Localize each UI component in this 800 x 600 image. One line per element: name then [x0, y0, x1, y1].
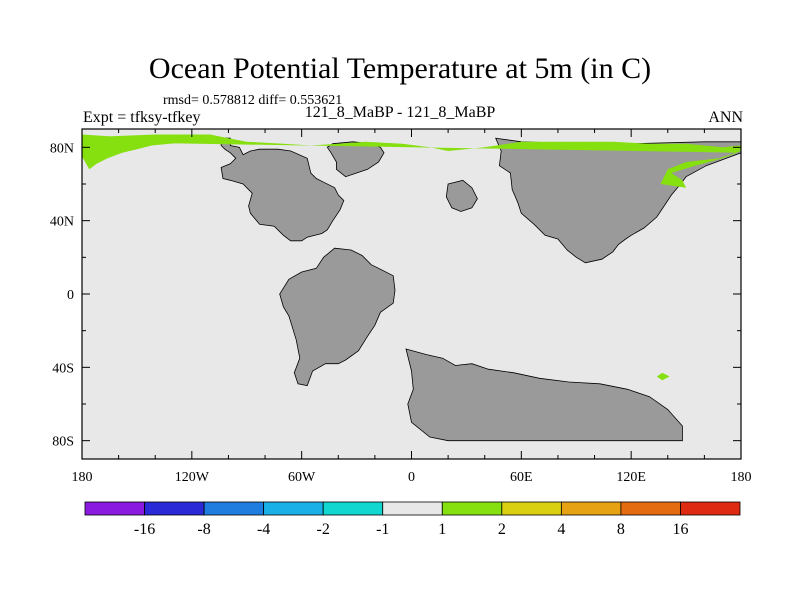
warm-anomaly-layer — [82, 134, 741, 381]
colorbar-box — [501, 501, 562, 516]
colorbar-box — [680, 501, 741, 516]
colorbar-box — [263, 501, 324, 516]
y-tick-label: 40N — [50, 215, 74, 230]
warm-band-west — [82, 134, 192, 170]
colorbar: -16 -8 -4 -2 -1 1 2 4 8 16 — [84, 501, 741, 538]
land-greenland — [326, 141, 385, 178]
land-europe-island — [445, 179, 478, 212]
experiment-label: Expt = tfksy-tfkey — [83, 109, 201, 126]
colorbar-label: -2 — [317, 521, 330, 538]
land-south-america — [279, 247, 396, 387]
colorbar-label: 1 — [438, 521, 446, 538]
y-tick-label: 80S — [52, 435, 74, 450]
y-tick-label: 0 — [67, 288, 74, 303]
colorbar-label: -1 — [376, 521, 389, 538]
colorbar-label: -16 — [134, 521, 155, 538]
colorbar-box — [84, 501, 145, 516]
x-tick-label: 180 — [731, 470, 752, 485]
colorbar-label: 2 — [498, 521, 506, 538]
x-tick-label: 120E — [616, 470, 646, 485]
colorbar-label: 4 — [557, 521, 565, 538]
y-tick-label: 80N — [50, 141, 74, 156]
case-label: 121_8_MaBP - 121_8_MaBP — [304, 104, 496, 121]
land-north-america — [220, 137, 345, 242]
colorbar-label: 16 — [672, 521, 688, 538]
x-axis: 180 120W 60W 0 60E 120E 180 — [72, 129, 752, 485]
land-africa-east — [405, 348, 683, 442]
x-tick-label: 0 — [408, 470, 415, 485]
colorbar-label: -8 — [197, 521, 210, 538]
colorbar-box — [144, 501, 205, 516]
warm-spot-indian — [656, 372, 670, 381]
x-tick-label: 120W — [175, 470, 210, 485]
colorbar-label: -4 — [257, 521, 270, 538]
y-axis: 80N 40N 0 40S 80S — [50, 141, 741, 450]
x-tick-label: 60W — [288, 470, 316, 485]
colorbar-box — [322, 501, 384, 516]
y-tick-label: 40S — [52, 361, 74, 376]
colorbar-label: 8 — [617, 521, 625, 538]
stats-line: rmsd= 0.578812 diff= 0.553621 — [163, 93, 343, 108]
warm-band-arctic — [82, 134, 741, 188]
colorbar-box — [382, 501, 443, 516]
colorbar-box — [441, 501, 503, 516]
x-tick-label: 60E — [510, 470, 533, 485]
colorbar-box — [560, 501, 622, 516]
chart-title: Ocean Potential Temperature at 5m (in C) — [148, 52, 652, 85]
season-label: ANN — [708, 109, 743, 126]
x-tick-label: 180 — [72, 470, 93, 485]
colorbar-box — [203, 501, 265, 516]
colorbar-box — [620, 501, 681, 516]
